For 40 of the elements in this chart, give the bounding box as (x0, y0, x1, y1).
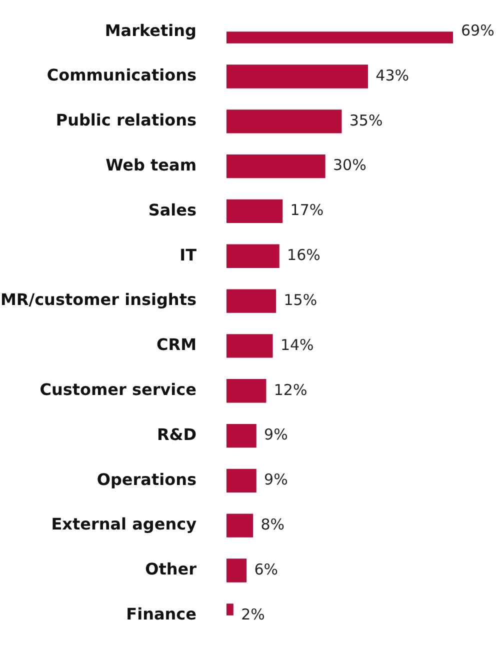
y-tick-label: Marketing (104, 20, 196, 40)
y-tick-label: CRM (156, 335, 196, 354)
bar (226, 289, 276, 313)
bar (226, 468, 256, 493)
y-tick-label: IT (180, 245, 197, 264)
bar (226, 64, 368, 88)
data-label: 12% (274, 380, 308, 399)
bar (226, 244, 280, 268)
data-label: 16% (287, 246, 320, 264)
y-tick-label: Finance (126, 604, 197, 624)
y-tick-label: Operations (96, 470, 196, 489)
bar (226, 514, 254, 538)
bar (226, 110, 342, 134)
y-tick-label: Communications (46, 66, 196, 85)
y-tick-label: Public relations (56, 110, 196, 130)
data-label: 30% (332, 156, 366, 174)
data-label: 9% (264, 470, 288, 489)
y-tick-label: R&D (156, 424, 196, 444)
bar (226, 424, 256, 448)
y-tick-label: MR/customer insights (0, 290, 196, 310)
data-label: 14% (280, 336, 314, 354)
bar (226, 334, 273, 358)
data-label: 6% (254, 560, 278, 578)
y-tick-label: Web team (106, 155, 196, 174)
y-tick-label: Sales (148, 200, 196, 220)
data-label: 15% (284, 290, 318, 309)
bar (226, 379, 266, 403)
data-label: 9% (264, 426, 288, 444)
data-label: 69% (461, 21, 494, 40)
y-tick-label: Customer service (40, 380, 197, 400)
bar (226, 199, 283, 224)
data-label: 35% (349, 111, 383, 130)
bar (226, 154, 326, 178)
data-label: 2% (241, 605, 265, 624)
y-tick-label: External agency (51, 514, 198, 534)
data-label: 8% (260, 515, 285, 534)
data-label: 43% (376, 66, 409, 84)
data-label: 17% (290, 201, 324, 220)
y-tick-label: Other (145, 560, 197, 579)
bar (226, 558, 247, 582)
